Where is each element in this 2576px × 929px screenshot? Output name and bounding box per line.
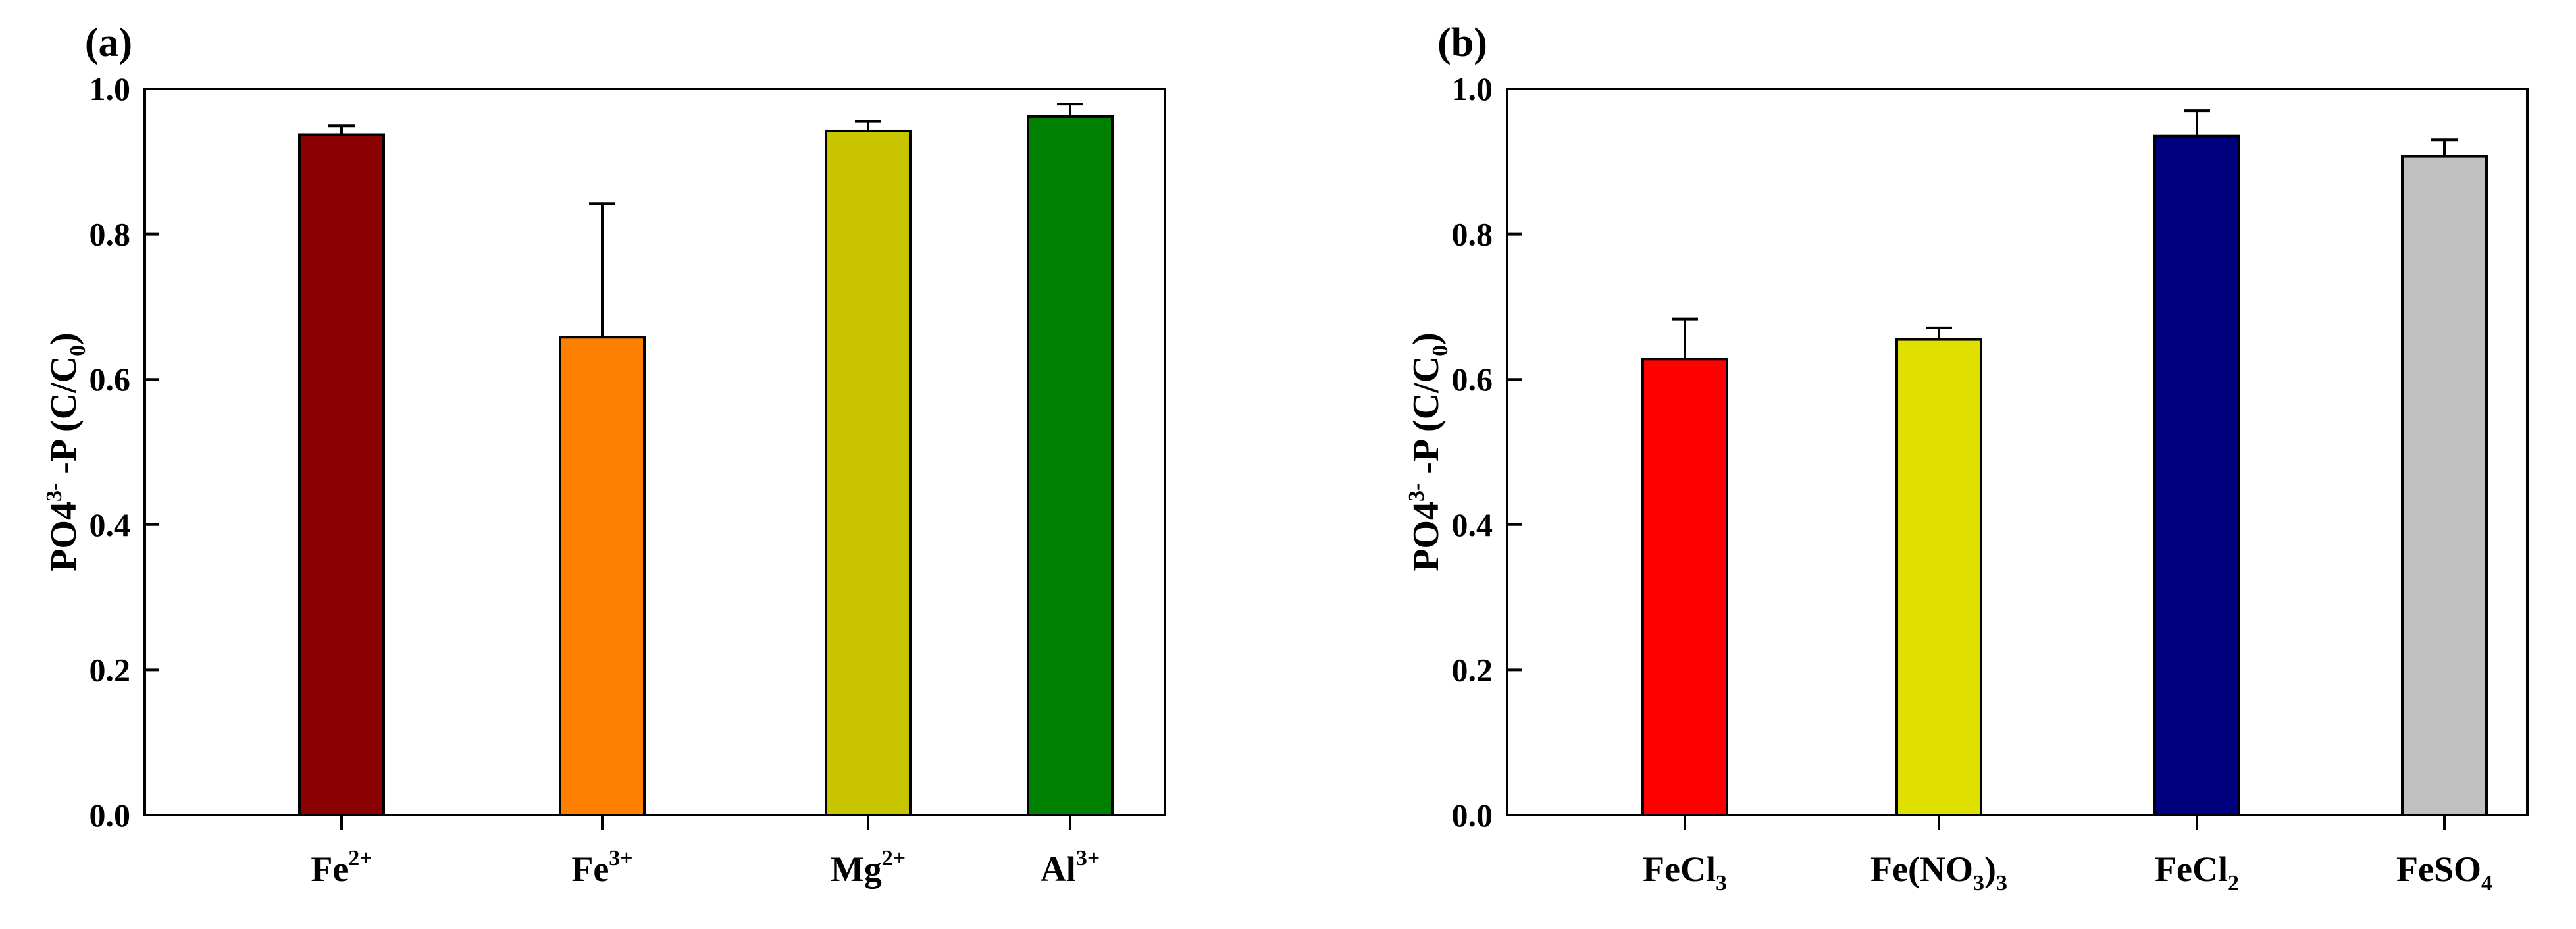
bar-2 bbox=[2153, 134, 2240, 817]
y-axis-label-end: ) bbox=[1406, 332, 1447, 345]
x-tick-label-base: Fe(NO bbox=[1870, 849, 1973, 889]
plot-frame bbox=[143, 88, 1166, 816]
x-tick-label-sub: 3 bbox=[1716, 871, 1727, 895]
x-tick-label-sub: 3 bbox=[1973, 871, 1984, 895]
y-tick-label: 0.4 bbox=[90, 506, 131, 543]
y-tick-label: 0.4 bbox=[1452, 506, 1493, 543]
x-tick-label: Mg2+ bbox=[831, 846, 906, 889]
y-tick-label: 0.6 bbox=[90, 361, 131, 398]
y-axis-label: PO43- -P (C/C0) bbox=[1404, 332, 1453, 571]
bar-2 bbox=[825, 129, 912, 816]
y-axis-label-sup: 3- bbox=[42, 483, 66, 502]
x-tick-label-base: Al bbox=[1041, 849, 1076, 889]
x-tick-label: Fe3+ bbox=[571, 846, 632, 889]
bar-0 bbox=[1641, 358, 1728, 816]
y-axis-label-rest: -P (C/C bbox=[1406, 356, 1447, 483]
panel-label: (b) bbox=[1437, 20, 1487, 65]
y-axis-label-sup: 3- bbox=[1404, 483, 1429, 502]
x-tick-label: Fe(NO3)3 bbox=[1870, 849, 2007, 895]
y-tick-label: 1.0 bbox=[90, 70, 131, 107]
y-tick-label: 0.0 bbox=[1452, 797, 1493, 834]
x-tick-label: FeCl3 bbox=[1643, 849, 1727, 895]
x-tick-label-sup: 3+ bbox=[1076, 846, 1100, 870]
y-axis-label-sub: 0 bbox=[66, 345, 90, 356]
y-tick-label: 1.0 bbox=[1452, 70, 1493, 107]
x-tick-label-base: Fe bbox=[311, 849, 348, 889]
y-tick-label: 0.6 bbox=[1452, 361, 1493, 398]
bar-3 bbox=[1027, 115, 1114, 817]
y-tick-label: 0.2 bbox=[90, 651, 131, 688]
bar-1 bbox=[1895, 338, 1982, 816]
bar-1 bbox=[559, 336, 646, 816]
y-tick-label: 0.2 bbox=[1452, 651, 1493, 688]
x-tick-label-sup: 2+ bbox=[348, 846, 372, 870]
y-axis-label-main: PO4 bbox=[43, 502, 84, 571]
x-tick-label: FeCl2 bbox=[2155, 849, 2239, 895]
x-tick-label-base: Fe bbox=[571, 849, 609, 889]
y-axis-label-sub: 0 bbox=[1428, 345, 1453, 356]
x-tick-label-base: FeSO bbox=[2396, 849, 2481, 889]
panel-label: (a) bbox=[85, 20, 132, 65]
y-axis-label-main: PO4 bbox=[1406, 502, 1447, 571]
bar-3 bbox=[2401, 155, 2488, 817]
y-axis-label: PO43- -P (C/C0) bbox=[42, 332, 90, 571]
x-tick-label-sub2: 3 bbox=[1996, 871, 2007, 895]
x-tick-label: FeSO4 bbox=[2396, 849, 2492, 895]
x-tick-label-sup: 2+ bbox=[882, 846, 906, 870]
y-tick-label: 0.0 bbox=[90, 797, 131, 834]
y-tick-label: 0.8 bbox=[90, 216, 131, 253]
x-tick-label-base: FeCl bbox=[1643, 849, 1716, 889]
y-axis-label-end: ) bbox=[43, 332, 84, 345]
x-tick-label-sub: 2 bbox=[2228, 871, 2239, 895]
plot-frame bbox=[1506, 88, 2529, 816]
x-tick-label-base: FeCl bbox=[2155, 849, 2228, 889]
x-tick-label-sub: 4 bbox=[2481, 871, 2492, 895]
y-axis-label-rest: -P (C/C bbox=[43, 356, 84, 483]
x-tick-label: Al3+ bbox=[1041, 846, 1100, 889]
x-tick-label: Fe2+ bbox=[311, 846, 372, 889]
y-tick-label: 0.8 bbox=[1452, 216, 1493, 253]
x-tick-label-sup: 3+ bbox=[609, 846, 632, 870]
x-tick-label-tail: ) bbox=[1984, 849, 1996, 889]
bar-0 bbox=[298, 133, 385, 816]
panel-b: (b) 0.0 0.2 0.4 0.6 0.8 1.0 PO43- -P (C/C0) FeCl… bbox=[1404, 20, 2529, 895]
x-tick-label-base: Mg bbox=[831, 849, 882, 889]
